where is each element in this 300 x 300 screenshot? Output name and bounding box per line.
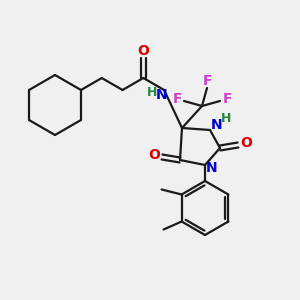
Text: H: H — [147, 85, 157, 98]
Text: O: O — [137, 44, 149, 58]
Text: F: F — [202, 74, 212, 88]
Text: H: H — [221, 112, 231, 124]
Text: O: O — [240, 136, 252, 150]
Text: N: N — [211, 118, 223, 132]
Text: N: N — [155, 88, 167, 102]
Text: F: F — [172, 92, 182, 106]
Text: O: O — [148, 148, 160, 162]
Text: N: N — [206, 161, 218, 175]
Text: F: F — [222, 92, 232, 106]
